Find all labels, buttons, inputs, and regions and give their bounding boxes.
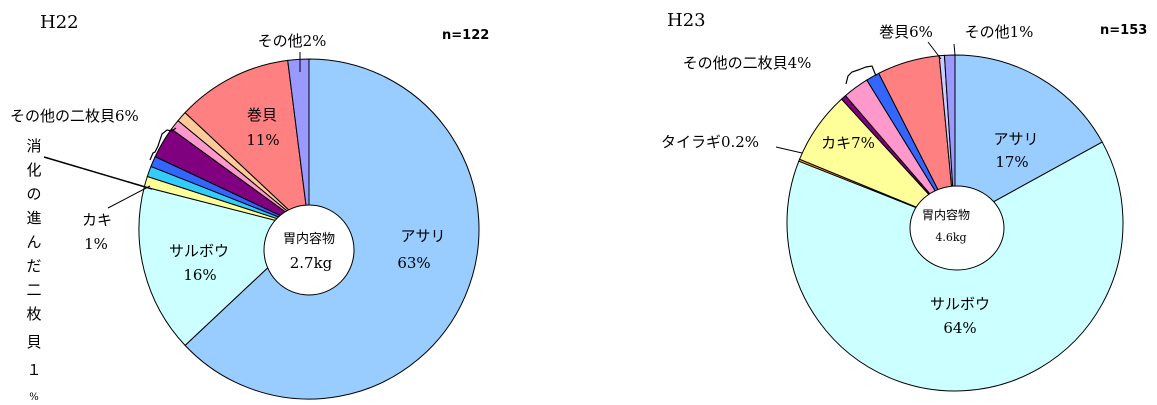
n-label-h22: n=122 — [442, 28, 489, 43]
center-label-h22: 胃内容物 — [283, 231, 335, 247]
center-circle-h22 — [263, 204, 355, 296]
center-weight-h23: 4.6kg — [935, 231, 966, 244]
callout-line-oyster-h22 — [107, 185, 151, 209]
brace-other-bivalves-h22 — [149, 127, 177, 161]
callout-oyster-h23: カキ7% — [821, 134, 875, 152]
callout-line-snail-h23 — [927, 41, 942, 60]
n-label-h23: n=153 — [1100, 23, 1147, 38]
center-label-h23: 胃内容物 — [922, 207, 970, 222]
callout-other-h22: その他2% — [258, 32, 327, 50]
center-weight-h22: 2.7kg — [290, 254, 333, 272]
callout-digested-bivalves-h22: 消化の進んだ二枚貝１% — [26, 137, 41, 403]
callout-other-bivalves-h22: その他の二枚貝6% — [10, 107, 139, 125]
pie-slice-h23-0 — [954, 54, 1103, 224]
callout-oyster-h22: カキ — [82, 211, 112, 229]
callout-other-bivalves-h23: その他の二枚貝4% — [683, 54, 812, 72]
callout-oyster-pct-h22: 1% — [84, 235, 108, 253]
callout-tairagi-h23: タイラギ0.2% — [661, 133, 759, 151]
center-circle-h23 — [909, 185, 1005, 271]
callout-other-h23: その他1% — [965, 23, 1034, 41]
chart-title-h23: H23 — [667, 10, 706, 31]
slice-pct-sarubou-h23: 64% — [943, 319, 976, 337]
pie-chart-h22 — [138, 58, 480, 400]
chart-title-h22: H22 — [40, 12, 79, 33]
pie-slice-h22-8 — [184, 59, 310, 231]
pie-slice-h22-1 — [138, 186, 311, 347]
pie-slice-h22-9 — [287, 58, 310, 230]
slice-pct-makigai-h22: 11% — [246, 131, 279, 149]
slice-label-asari-h22: アサリ — [400, 227, 445, 245]
slice-label-sarubou-h22: サルボウ — [169, 242, 229, 260]
slice-label-makigai-h22: 巻貝 — [247, 106, 277, 124]
callout-line-tairagi-h23 — [775, 146, 803, 154]
slice-pct-asari-h23: 17% — [995, 153, 1028, 171]
callout-snail-h23: 巻貝6% — [879, 23, 933, 41]
slice-label-sarubou-h23: サルボウ — [930, 295, 990, 313]
callout-line-other-h23 — [953, 43, 956, 56]
callout-line-digested-h22 — [43, 156, 153, 190]
brace-other-bivalves-h23 — [845, 65, 877, 85]
slice-label-asari-h23: アサリ — [993, 130, 1038, 148]
slice-pct-sarubou-h22: 16% — [183, 266, 216, 284]
slice-pct-asari-h22: 63% — [397, 254, 430, 272]
